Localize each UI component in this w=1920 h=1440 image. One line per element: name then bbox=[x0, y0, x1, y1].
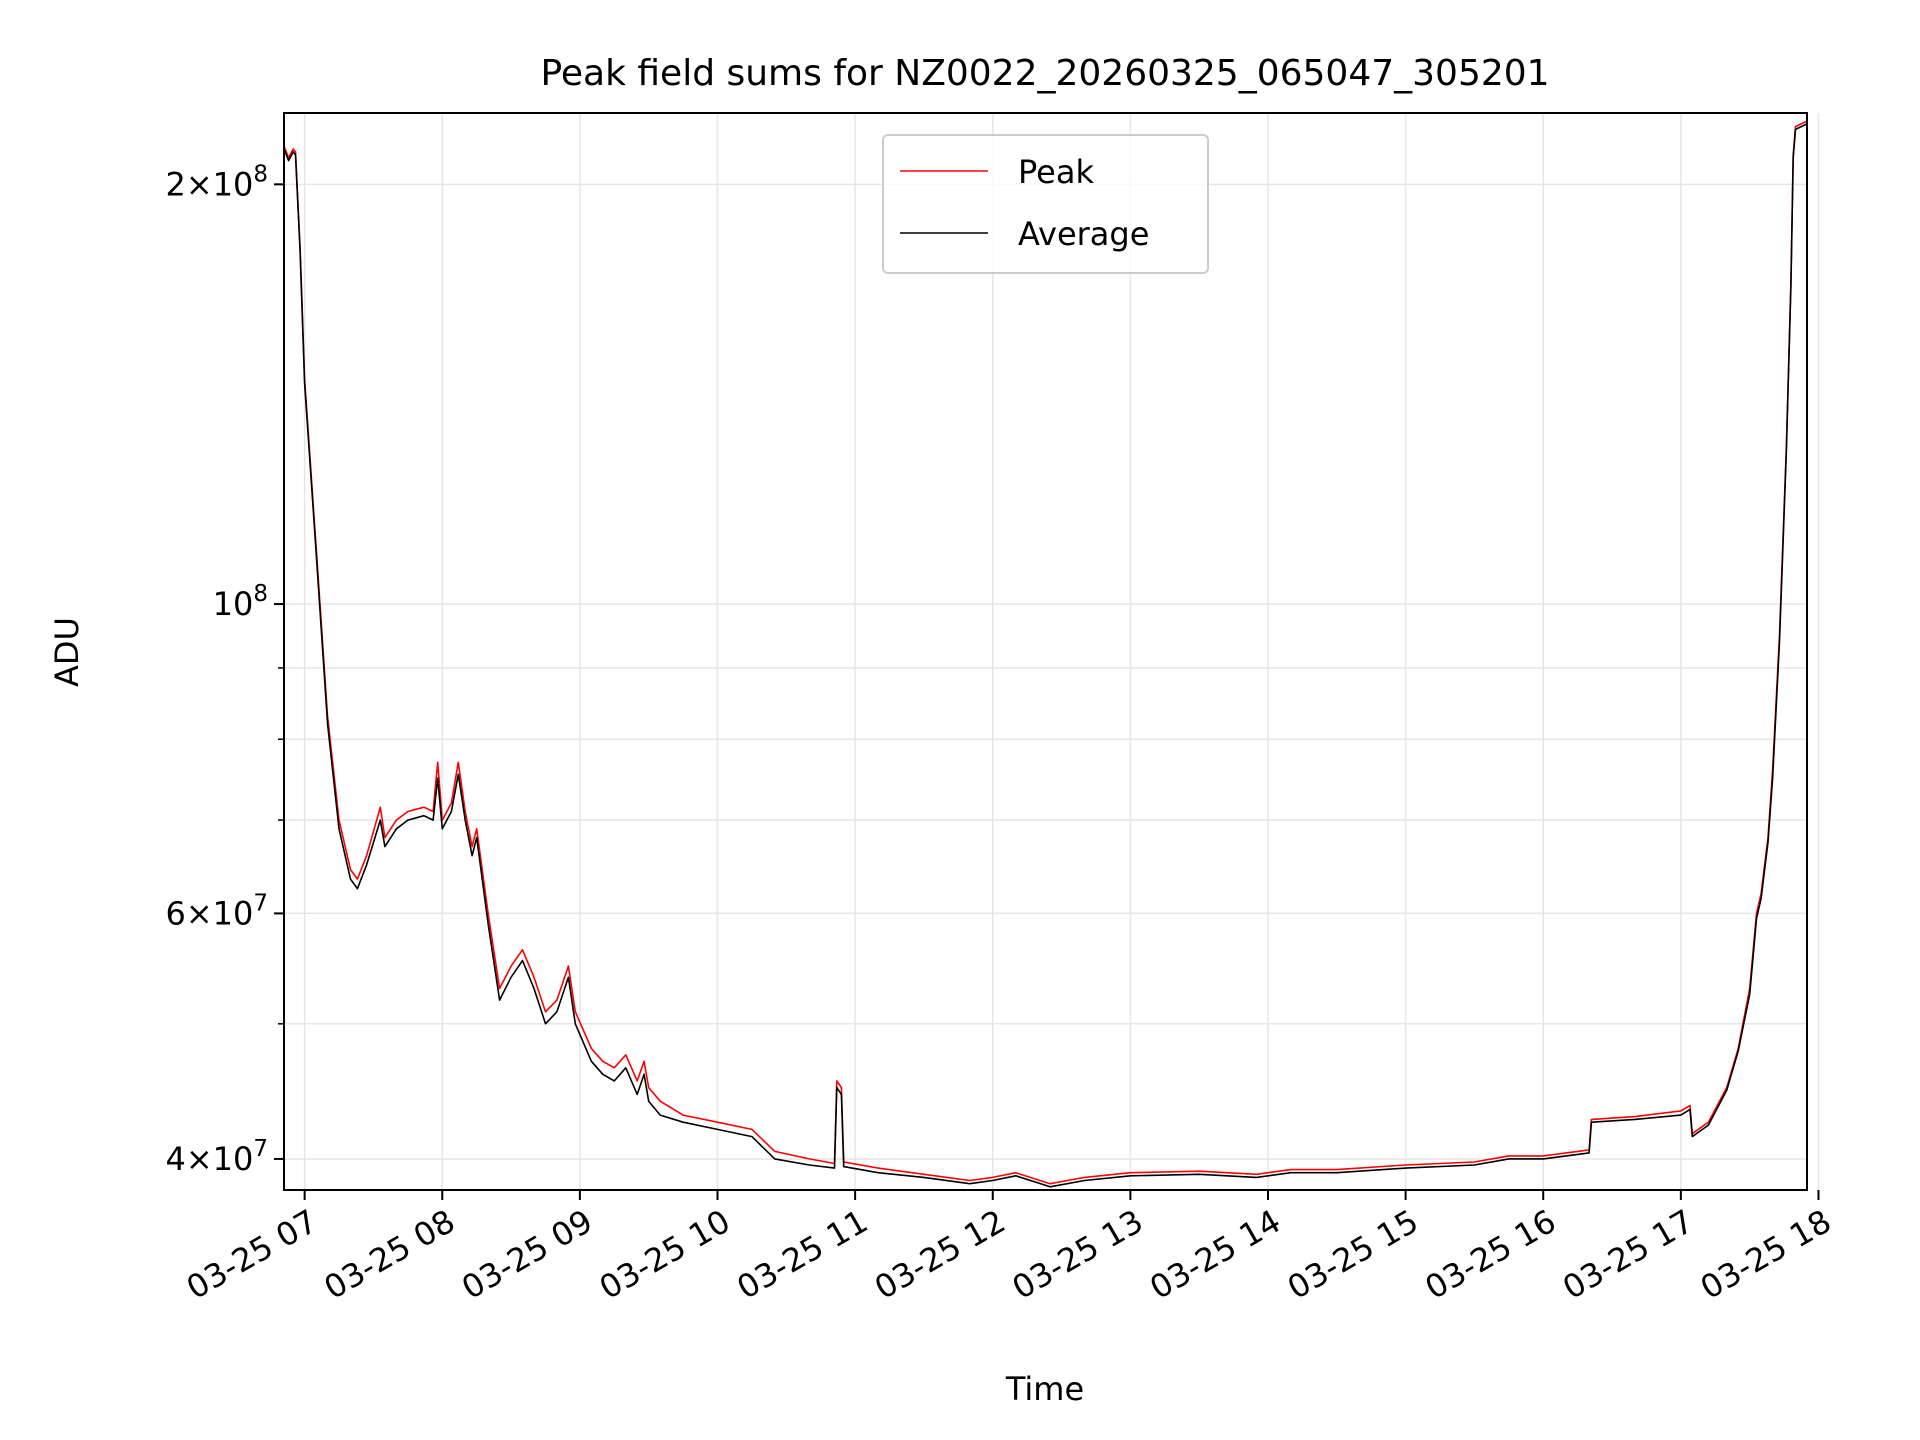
x-axis-label: Time bbox=[1005, 1370, 1084, 1408]
legend-box bbox=[882, 134, 1209, 274]
legend: Peak Average bbox=[882, 134, 1209, 274]
x-tick-label: 03-25 18 bbox=[1694, 1202, 1838, 1307]
y-tick-label: 4×107 bbox=[165, 1136, 268, 1178]
y-axis: 4×107 6×107 108 2×108 bbox=[165, 161, 284, 1178]
grid bbox=[284, 113, 1820, 1190]
plot-series bbox=[283, 120, 1808, 1188]
y-tick-label: 2×108 bbox=[165, 161, 268, 203]
legend-label-average: Average bbox=[1018, 215, 1149, 253]
x-tick-label: 03-25 17 bbox=[1556, 1202, 1700, 1307]
x-tick-label: 03-25 16 bbox=[1419, 1202, 1563, 1307]
x-tick-label: 03-25 13 bbox=[1006, 1202, 1150, 1307]
x-tick-label: 03-25 08 bbox=[318, 1202, 462, 1307]
plot-frame bbox=[283, 112, 1808, 1191]
x-tick-label: 03-25 07 bbox=[180, 1202, 324, 1307]
x-tick-label: 03-25 10 bbox=[593, 1202, 737, 1307]
y-tick-label: 6×107 bbox=[165, 890, 268, 932]
x-tick-label: 03-25 15 bbox=[1281, 1202, 1425, 1307]
legend-label-peak: Peak bbox=[1018, 153, 1094, 191]
y-axis-label: ADU bbox=[48, 617, 86, 687]
x-tick-label: 03-25 12 bbox=[868, 1202, 1012, 1307]
series-line-average bbox=[283, 123, 1808, 1188]
x-tick-label: 03-25 14 bbox=[1143, 1202, 1287, 1307]
y-tick-label: 108 bbox=[213, 581, 268, 623]
x-tick-label: 03-25 09 bbox=[455, 1202, 599, 1307]
x-tick-label: 03-25 11 bbox=[731, 1202, 875, 1307]
chart-title: Peak field sums for NZ0022_20260325_0650… bbox=[540, 53, 1549, 94]
